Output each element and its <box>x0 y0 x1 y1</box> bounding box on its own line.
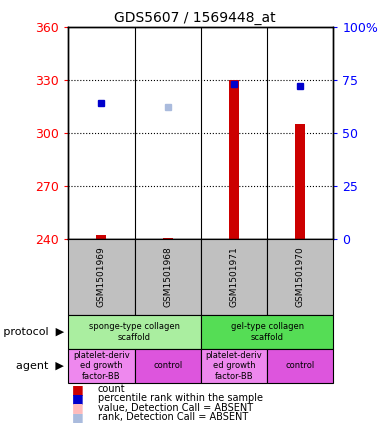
Text: GSM1501970: GSM1501970 <box>296 247 305 308</box>
Text: control: control <box>285 361 315 371</box>
Text: growth protocol  ▶: growth protocol ▶ <box>0 327 64 337</box>
Text: GDS5607 / 1569448_at: GDS5607 / 1569448_at <box>114 11 276 25</box>
Bar <box>229 80 239 239</box>
Text: ■: ■ <box>72 392 84 405</box>
Text: platelet-deriv
ed growth
factor-BB: platelet-deriv ed growth factor-BB <box>206 351 262 381</box>
Text: rank, Detection Call = ABSENT: rank, Detection Call = ABSENT <box>98 412 248 422</box>
Text: platelet-deriv
ed growth
factor-BB: platelet-deriv ed growth factor-BB <box>73 351 130 381</box>
Bar <box>163 238 173 239</box>
Text: sponge-type collagen
scaffold: sponge-type collagen scaffold <box>89 322 180 342</box>
Text: GSM1501968: GSM1501968 <box>163 247 172 308</box>
Bar <box>295 124 305 239</box>
Text: agent  ▶: agent ▶ <box>16 361 64 371</box>
Text: percentile rank within the sample: percentile rank within the sample <box>98 393 262 404</box>
Text: ■: ■ <box>72 401 84 414</box>
Text: GSM1501969: GSM1501969 <box>97 247 106 308</box>
Text: gel-type collagen
scaffold: gel-type collagen scaffold <box>230 322 304 342</box>
Text: ■: ■ <box>72 411 84 423</box>
Text: value, Detection Call = ABSENT: value, Detection Call = ABSENT <box>98 403 253 413</box>
Text: count: count <box>98 384 125 394</box>
Bar <box>96 236 106 239</box>
Text: ■: ■ <box>72 383 84 396</box>
Text: GSM1501971: GSM1501971 <box>229 247 239 308</box>
Text: control: control <box>153 361 182 371</box>
